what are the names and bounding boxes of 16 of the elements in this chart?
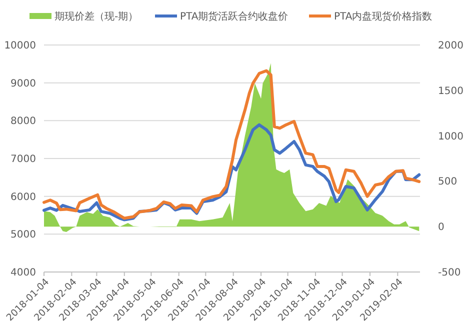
y2-tick-label: 500: [438, 176, 458, 188]
legend-label: PTA期货活跃合约收盘价: [180, 10, 288, 22]
legend-label: 期现价差（现-期）: [54, 10, 138, 22]
y2-tick-label: -500: [438, 268, 461, 278]
y2-tick-label: 2000: [438, 40, 464, 52]
y-tick-label: 7000: [10, 154, 36, 165]
y-tick-label: 9000: [10, 78, 36, 90]
y-tick-label: 10000: [4, 40, 36, 52]
legend-label: PTA内盘现货价格指数: [334, 10, 432, 22]
y-tick-label: 4000: [10, 268, 36, 278]
y-tick-label: 6000: [10, 192, 36, 203]
y-tick-label: 8000: [10, 116, 36, 128]
y2-tick-label: 1500: [438, 86, 464, 97]
y-tick-label: 5000: [10, 230, 36, 241]
y2-tick-label: 0: [438, 222, 444, 234]
y2-tick-label: 1000: [438, 131, 464, 142]
